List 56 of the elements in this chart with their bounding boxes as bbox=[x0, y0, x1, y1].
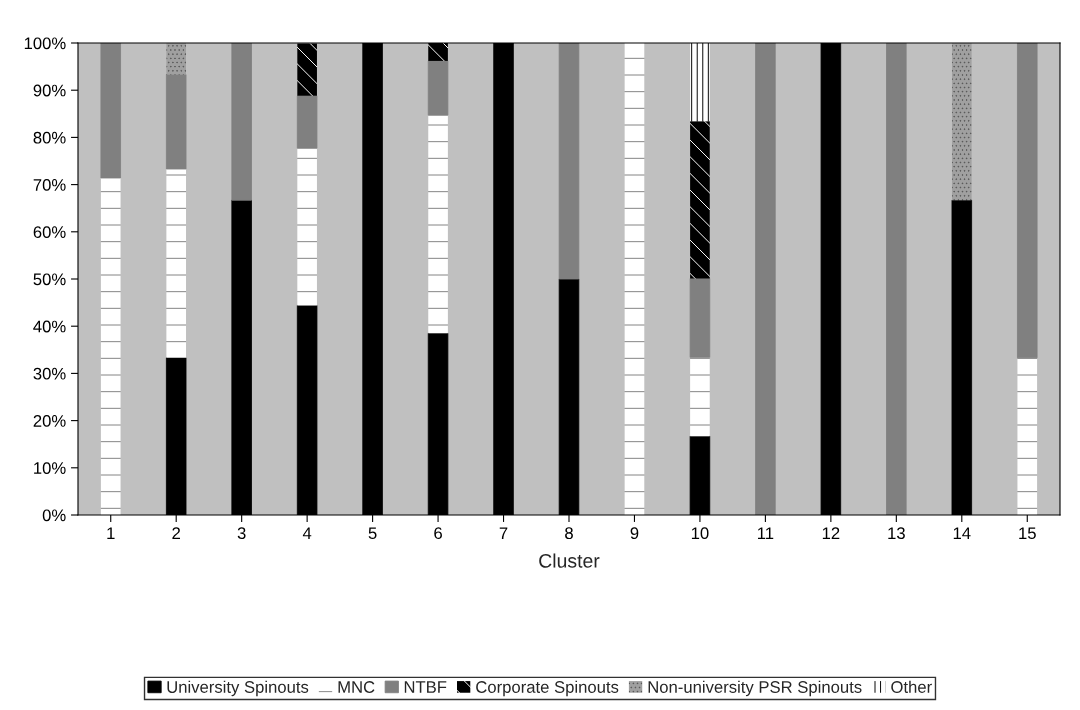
y-tick-label: 80% bbox=[33, 131, 66, 144]
bar bbox=[297, 148, 317, 306]
bar bbox=[1017, 357, 1038, 515]
bar bbox=[690, 357, 710, 437]
legend-label: Non-university PSR Spinouts bbox=[648, 680, 862, 697]
x-tick-label: 9 bbox=[630, 527, 639, 540]
y-tick-label: 60% bbox=[33, 226, 66, 238]
bar bbox=[951, 43, 972, 201]
bar bbox=[624, 43, 645, 515]
bar bbox=[427, 60, 449, 116]
x-tick-label: 8 bbox=[565, 527, 573, 540]
bar bbox=[297, 43, 317, 96]
y-tick-label: 90% bbox=[33, 84, 66, 97]
legend-label: Other bbox=[891, 680, 932, 693]
x-axis-title: Cluster bbox=[539, 553, 600, 568]
legend-label: University Spinouts bbox=[167, 680, 309, 697]
y-tick-label: 30% bbox=[33, 367, 66, 380]
y-tick-label: 100% bbox=[24, 37, 66, 50]
legend-label: Corporate Spinouts bbox=[476, 680, 619, 697]
y-tick-label: 70% bbox=[33, 179, 66, 191]
bar bbox=[558, 43, 580, 280]
bar bbox=[1017, 43, 1038, 359]
legend-label: MNC bbox=[338, 681, 375, 693]
bar bbox=[100, 177, 121, 515]
x-tick-label: 15 bbox=[1019, 527, 1036, 540]
x-tick-label: 2 bbox=[172, 527, 180, 539]
bar bbox=[100, 43, 121, 179]
x-tick-label: 10 bbox=[691, 527, 709, 540]
y-tick-label: 40% bbox=[33, 320, 66, 333]
legend-label: NTBF bbox=[404, 681, 447, 693]
bar bbox=[296, 95, 318, 149]
bar bbox=[690, 43, 710, 122]
y-tick-label: 10% bbox=[34, 462, 66, 474]
x-tick-label: 14 bbox=[953, 527, 971, 539]
bar bbox=[428, 43, 448, 61]
x-tick-label: 13 bbox=[888, 527, 905, 540]
y-tick-label: 20% bbox=[33, 415, 66, 427]
x-tick-label: 5 bbox=[368, 527, 377, 540]
x-tick-label: 12 bbox=[822, 527, 840, 539]
bar bbox=[166, 43, 187, 75]
y-tick-label: 0% bbox=[42, 509, 66, 522]
bar bbox=[231, 43, 252, 201]
bar bbox=[165, 74, 187, 170]
x-tick-label: 7 bbox=[499, 527, 508, 539]
x-tick-label: 6 bbox=[434, 527, 442, 540]
y-tick-label: 50% bbox=[33, 273, 66, 286]
x-tick-label: 4 bbox=[302, 527, 312, 539]
bar bbox=[690, 121, 710, 279]
x-tick-label: 1 bbox=[107, 527, 115, 539]
bar bbox=[428, 115, 448, 334]
bar bbox=[755, 43, 776, 515]
x-tick-label: 11 bbox=[758, 527, 774, 539]
bar bbox=[886, 43, 907, 515]
x-tick-label: 3 bbox=[237, 527, 246, 540]
bar bbox=[166, 169, 187, 358]
bar bbox=[689, 278, 711, 358]
